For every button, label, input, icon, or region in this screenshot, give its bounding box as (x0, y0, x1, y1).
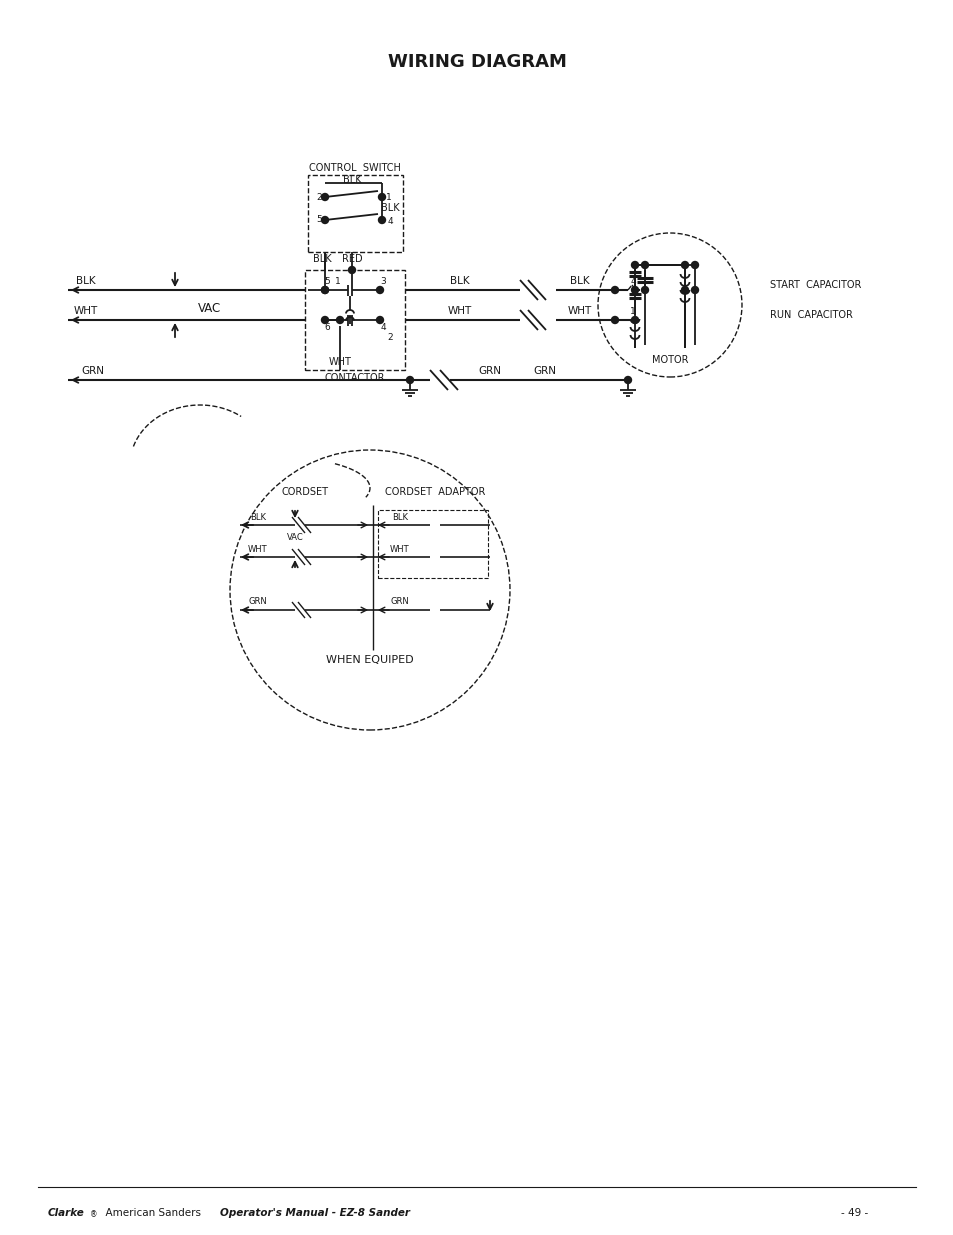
Text: 1: 1 (630, 306, 636, 315)
Circle shape (378, 216, 385, 224)
Text: BLK: BLK (313, 254, 331, 264)
Text: 2: 2 (387, 333, 393, 342)
Text: GRN: GRN (81, 366, 105, 375)
Circle shape (321, 287, 328, 294)
Text: 1: 1 (335, 277, 340, 285)
Text: WHT: WHT (73, 306, 98, 316)
Circle shape (624, 377, 631, 384)
Text: RED: RED (341, 254, 362, 264)
Circle shape (376, 316, 383, 324)
Text: CORDSET  ADAPTOR: CORDSET ADAPTOR (384, 487, 485, 496)
Circle shape (611, 287, 618, 294)
Text: Clarke: Clarke (48, 1208, 85, 1218)
Text: WHT: WHT (447, 306, 472, 316)
Circle shape (406, 377, 413, 384)
Circle shape (348, 267, 355, 273)
Text: 3: 3 (379, 277, 385, 285)
Text: 5: 5 (315, 215, 321, 225)
Text: GRN: GRN (390, 598, 409, 606)
Text: 5: 5 (324, 277, 330, 285)
Text: - 49 -: - 49 - (841, 1208, 868, 1218)
Text: GRN: GRN (478, 366, 501, 375)
Text: CONTACTOR: CONTACTOR (324, 373, 385, 383)
Text: CORDSET: CORDSET (281, 487, 328, 496)
Text: RUN  CAPACITOR: RUN CAPACITOR (769, 310, 852, 320)
Text: WHT: WHT (328, 357, 351, 367)
Text: GRN: GRN (249, 598, 267, 606)
Circle shape (611, 316, 618, 324)
Text: 6: 6 (324, 324, 330, 332)
Text: 4: 4 (387, 216, 393, 226)
Circle shape (680, 287, 688, 294)
Circle shape (321, 216, 328, 224)
Text: 1: 1 (386, 193, 392, 201)
Text: BLK: BLK (380, 203, 399, 212)
Circle shape (321, 194, 328, 200)
Text: CONTROL  SWITCH: CONTROL SWITCH (309, 163, 400, 173)
Text: BLK: BLK (570, 275, 589, 287)
Text: 4: 4 (630, 277, 635, 285)
Text: MOTOR: MOTOR (651, 354, 687, 366)
Circle shape (631, 262, 638, 268)
Bar (377, 510, 488, 578)
Circle shape (631, 287, 638, 294)
Text: GRN: GRN (533, 366, 556, 375)
Bar (308, 175, 402, 252)
Bar (305, 270, 405, 370)
Text: VAC: VAC (286, 534, 303, 542)
Circle shape (640, 262, 648, 268)
Text: VAC: VAC (198, 301, 221, 315)
Text: 2: 2 (315, 193, 321, 201)
Text: WHT: WHT (248, 545, 268, 553)
Circle shape (631, 316, 638, 324)
Text: BLK: BLK (76, 275, 95, 287)
Text: WHEN EQUIPED: WHEN EQUIPED (326, 655, 414, 664)
Circle shape (321, 316, 328, 324)
Text: ®: ® (90, 1210, 97, 1219)
Circle shape (376, 287, 383, 294)
Text: BLK: BLK (250, 513, 266, 521)
Circle shape (321, 287, 328, 294)
Circle shape (336, 316, 343, 324)
Circle shape (691, 262, 698, 268)
Circle shape (378, 194, 385, 200)
Circle shape (691, 287, 698, 294)
Circle shape (680, 262, 688, 268)
Text: WHT: WHT (567, 306, 592, 316)
Circle shape (640, 287, 648, 294)
Text: BLK: BLK (392, 513, 408, 521)
Text: 4: 4 (380, 324, 385, 332)
Text: WIRING DIAGRAM: WIRING DIAGRAM (387, 53, 566, 70)
Text: WHT: WHT (390, 545, 410, 553)
Text: BLK: BLK (342, 175, 361, 185)
Text: American Sanders: American Sanders (99, 1208, 208, 1218)
Text: BLK: BLK (450, 275, 469, 287)
Text: START  CAPACITOR: START CAPACITOR (769, 280, 861, 290)
Text: Operator's Manual - EZ-8 Sander: Operator's Manual - EZ-8 Sander (220, 1208, 410, 1218)
